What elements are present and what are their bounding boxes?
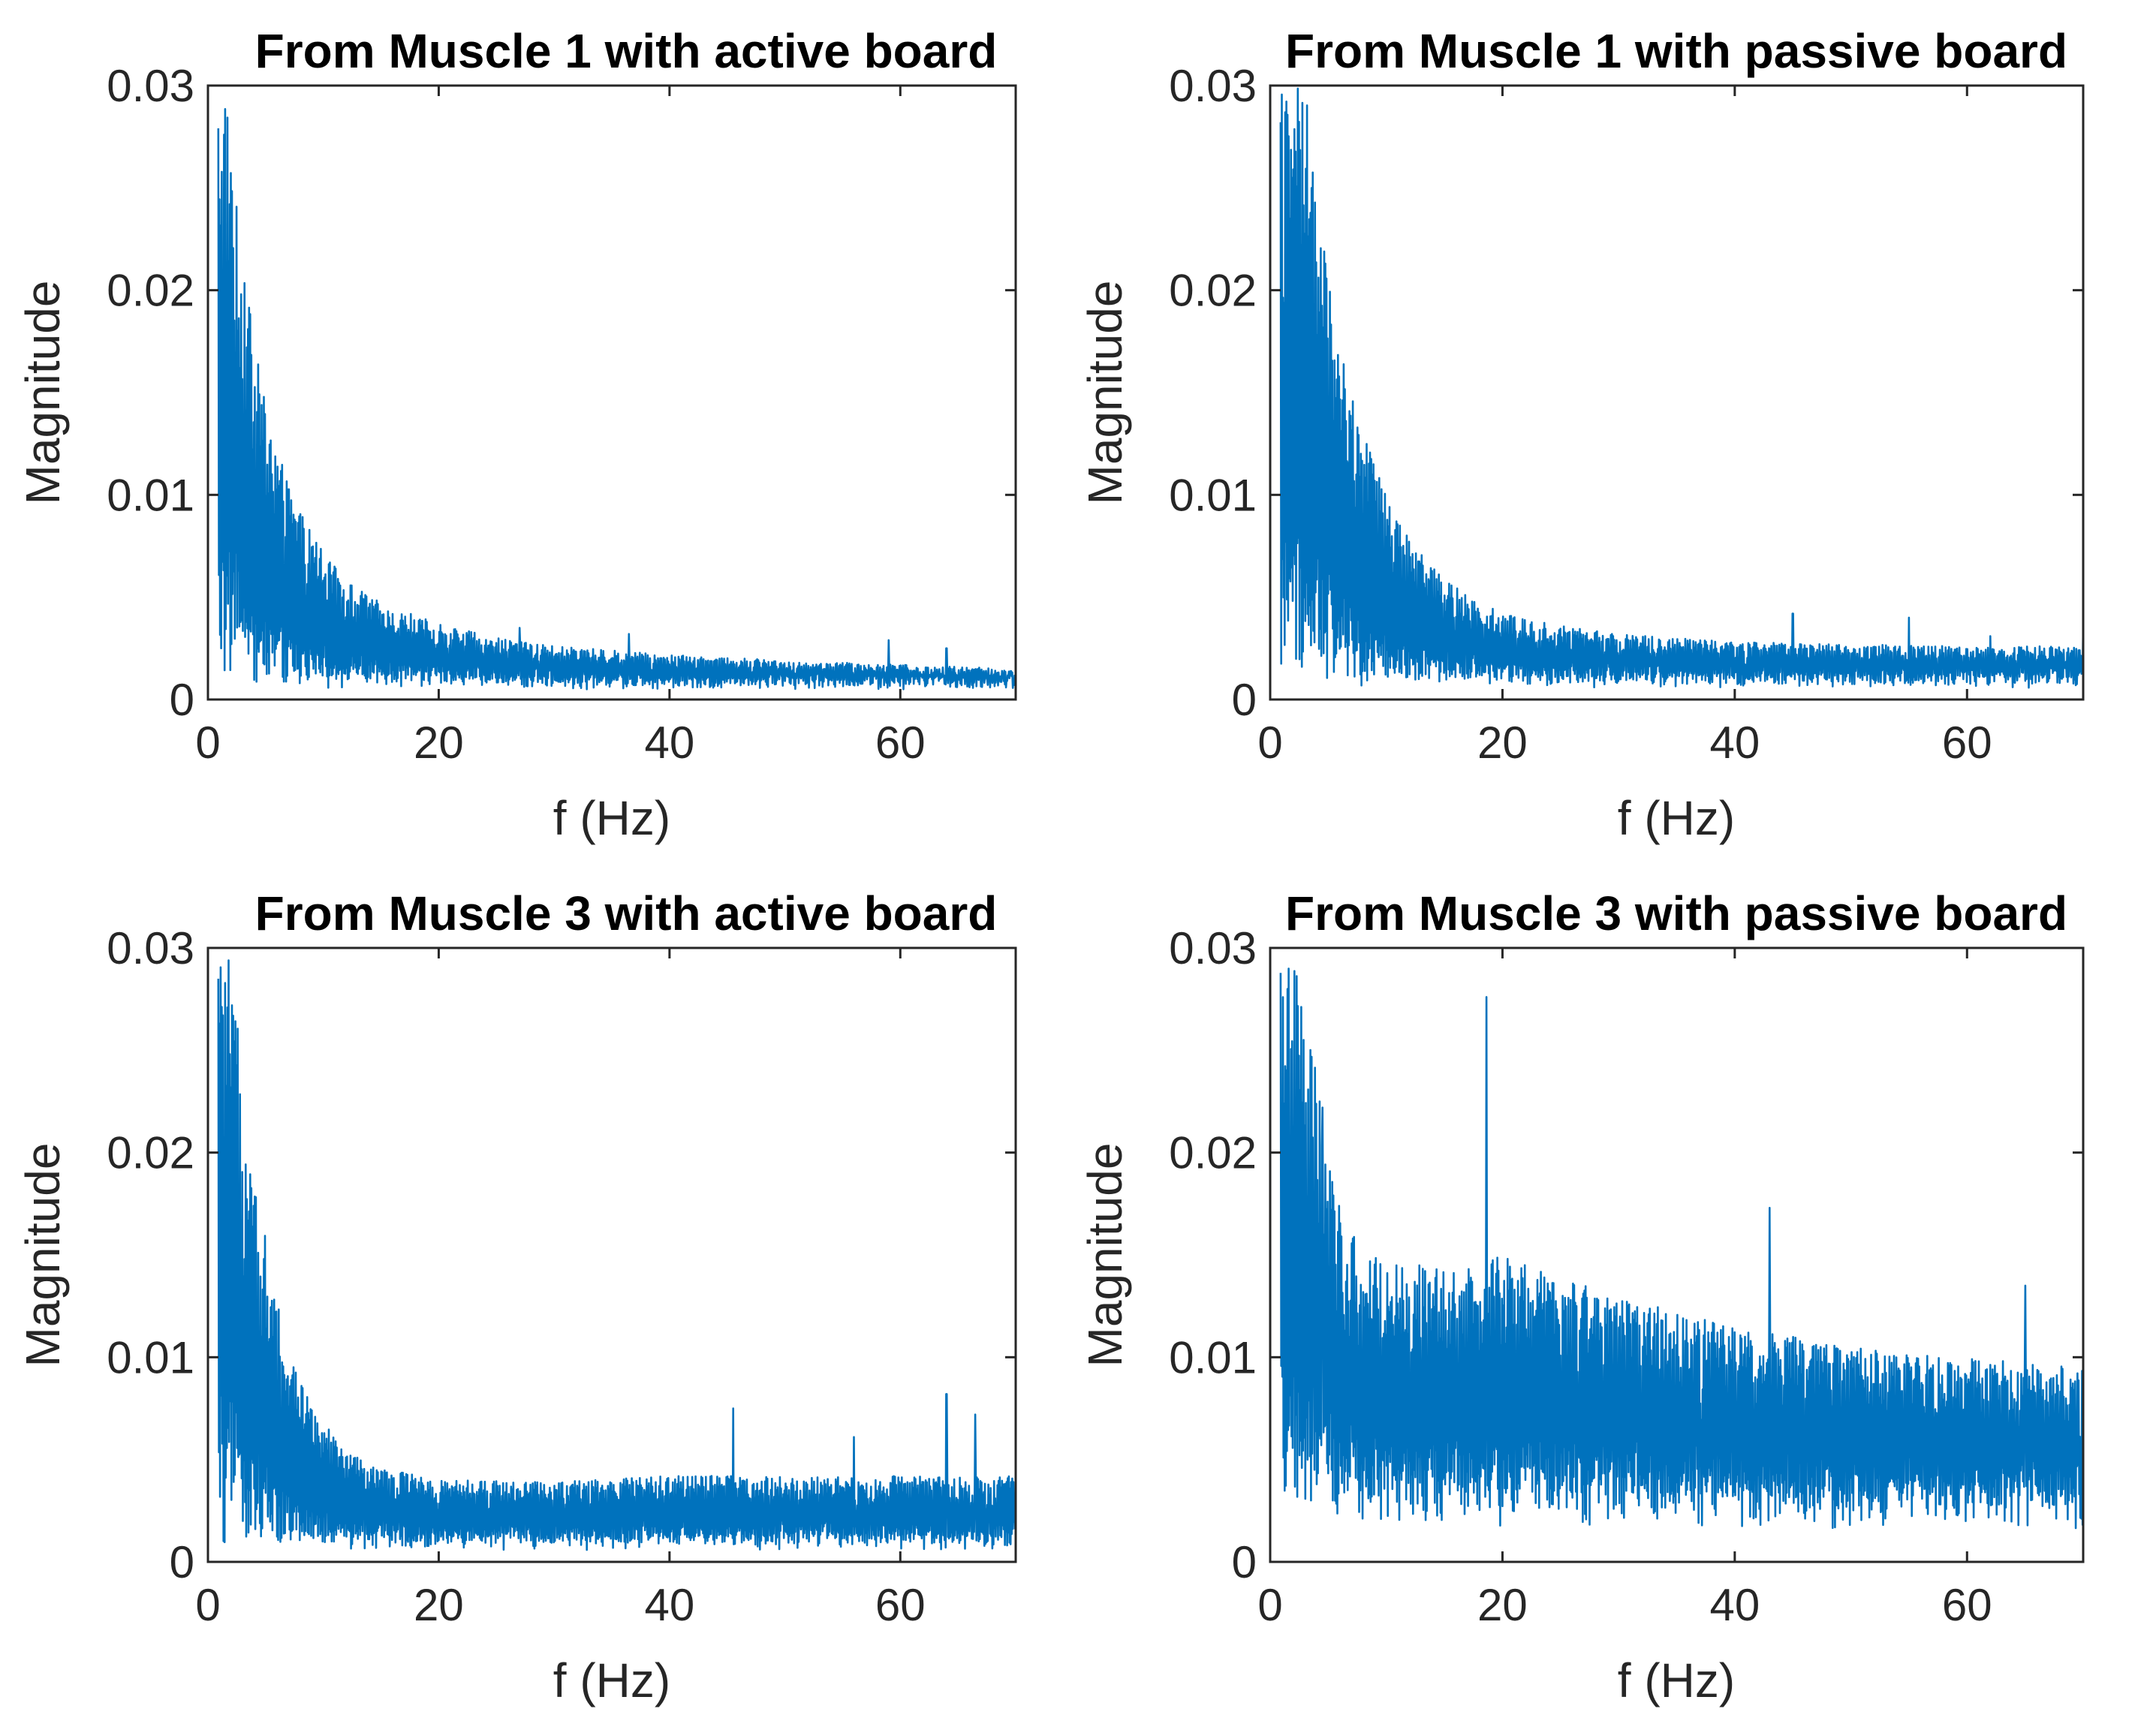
y-tick-label: 0.01 [107,470,194,520]
x-axis-label: f (Hz) [1618,791,1735,845]
y-tick-label: 0.02 [107,1128,194,1178]
series-line-magnitude-spectrum [1279,87,2083,689]
y-tick-label: 0.03 [107,61,194,111]
series-line-magnitude-spectrum [1279,967,2083,1530]
x-tick-label: 0 [195,1580,220,1630]
x-tick-label: 40 [644,1580,694,1630]
x-tick-label: 60 [875,718,926,768]
y-tick-label: 0.02 [107,266,194,316]
x-tick-label: 20 [1477,718,1528,768]
y-axis-label: Magnitude [16,281,70,505]
x-tick-label: 60 [1942,1580,1992,1630]
y-tick-label: 0 [170,1537,194,1587]
subplot-title: From Muscle 1 with passive board [1285,24,2067,78]
x-tick-label: 60 [1942,718,1992,768]
axes-frame [1269,946,2085,1563]
plot-area [217,108,1016,690]
y-tick-label: 0.03 [1169,61,1257,111]
plot-area [1279,967,2083,1530]
y-tick-label: 0.01 [1169,1332,1257,1382]
subplot-muscle3-active: From Muscle 3 with active board 0 20 40 600… [16,886,1017,1707]
y-tick-label: 0.01 [1169,470,1257,520]
x-tick-label: 20 [1477,1580,1528,1630]
x-tick-label: 0 [1257,1580,1282,1630]
x-tick-label: 40 [644,718,694,768]
subplot-title: From Muscle 1 with active board [255,24,998,78]
series-line-magnitude-spectrum [217,959,1016,1551]
axis-ticks: 0 20 40 60 0 0.01 0.02 0.03 [1169,923,2083,1630]
axes-frame [206,946,1017,1563]
y-axis-label: Magnitude [1078,1143,1132,1367]
axes-frame [206,84,1017,701]
y-tick-label: 0 [170,675,194,725]
y-tick-label: 0 [1232,675,1257,725]
y-tick-label: 0.01 [107,1332,194,1382]
axis-ticks: 0 20 40 60 0 0.01 0.02 0.03 [1169,61,2083,768]
x-axis-label: f (Hz) [553,1653,670,1707]
x-axis-label: f (Hz) [553,791,670,845]
series-line-magnitude-spectrum [217,108,1016,690]
axes-frame [1269,84,2085,701]
y-axis-label: Magnitude [16,1143,70,1367]
subplot-title: From Muscle 3 with passive board [1285,886,2067,940]
y-tick-label: 0.02 [1169,266,1257,316]
x-tick-label: 40 [1709,1580,1760,1630]
y-axis-label: Magnitude [1078,281,1132,505]
plot-area [1279,87,2083,689]
y-tick-label: 0 [1232,1537,1257,1587]
subplot-muscle1-active: From Muscle 1 with active board 0 20 40 600… [16,24,1017,845]
x-tick-label: 60 [875,1580,926,1630]
x-tick-label: 20 [414,718,464,768]
y-tick-label: 0.02 [1169,1128,1257,1178]
subplot-muscle3-passive: From Muscle 3 with passive board 0 20 40 60… [1078,886,2085,1707]
y-tick-label: 0.03 [107,923,194,973]
axis-ticks: 0 20 40 60 0 0.01 0.02 0.03 [107,923,1016,1630]
x-axis-label: f (Hz) [1618,1653,1735,1707]
subplot-muscle1-passive: From Muscle 1 with passive board 0 20 40 60… [1078,24,2085,845]
x-tick-label: 20 [414,1580,464,1630]
axis-ticks: 0 20 40 60 0 0.01 0.02 0.03 [107,61,1016,768]
plot-area [217,959,1016,1551]
y-tick-label: 0.03 [1169,923,1257,973]
subplot-title: From Muscle 3 with active board [255,886,998,940]
x-tick-label: 0 [195,718,220,768]
x-tick-label: 0 [1257,718,1282,768]
x-tick-label: 40 [1709,718,1760,768]
